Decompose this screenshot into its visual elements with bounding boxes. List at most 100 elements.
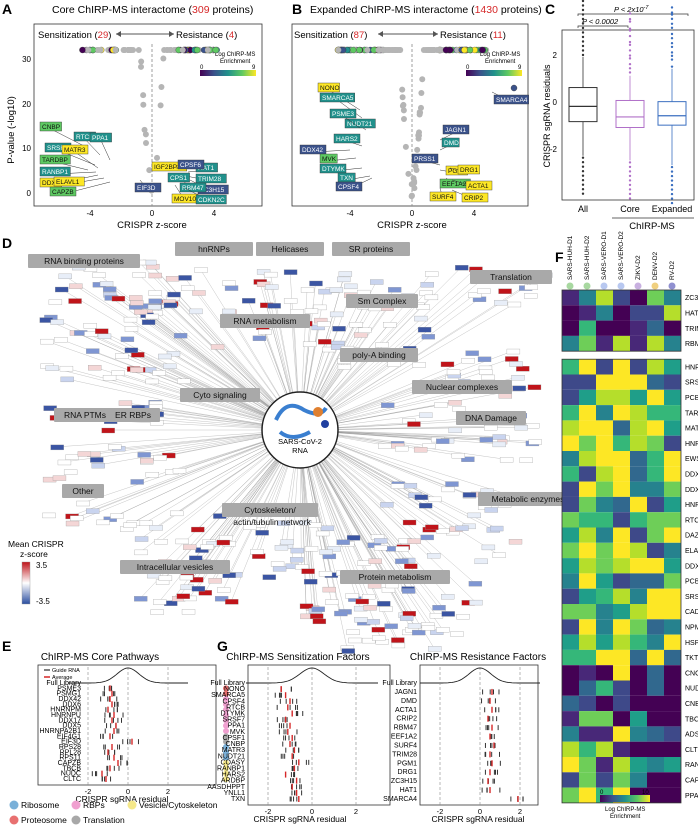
outlier [628,197,632,200]
row-label: TRIM28 [392,751,417,758]
protein-node [387,361,401,367]
protein-node [97,333,112,340]
heatmap-cell [596,711,613,727]
protein-node [140,458,154,464]
condition-dot [668,282,676,290]
gene-label-box [61,144,89,155]
heatmap-cell [613,320,630,336]
heatmap-cell [664,665,681,681]
panel-a-legend-sub: Enrichment [220,59,251,65]
gene-label: NONO [320,85,340,92]
outlier [628,43,632,47]
row-label: TXN [231,796,245,803]
heatmap-cell [647,757,664,773]
protein-node [166,351,181,357]
row-label: MATR3 [222,747,245,754]
library-density [246,667,378,684]
protein-node [469,599,483,606]
protein-node [494,299,508,306]
x-tick: 2 [518,807,522,816]
scatter-point [419,76,426,83]
outlier [628,71,632,74]
heatmap-cell [613,451,630,467]
panel-c: C P < 2x10-7 P < 0.0002 2 0 -2 CRISPR sg… [542,0,695,232]
outlier [628,34,632,38]
protein-node [264,271,278,278]
heatmap-cell [579,772,596,788]
protein-node [421,334,436,340]
protein-node [222,308,236,315]
heatmap-cell [579,512,596,528]
panel-e-title: ChIRP-MS Core Pathways [41,652,159,663]
heatmap-row-label: TRIM28 [685,326,698,333]
protein-node [170,510,184,517]
protein-node [111,370,125,376]
heatmap-cell [596,619,613,635]
panel-c-boxplots [568,0,687,205]
protein-node [434,402,448,408]
outlier [581,192,585,195]
heatmap-row-label: HNRNPU [685,502,698,509]
protein-node [455,525,469,531]
pathway-dot [223,765,229,772]
row-label: CNBP [226,741,246,748]
heatmap-cell [647,634,664,650]
category-label: Cyto signaling [193,390,247,400]
heatmap-row-label: HAT1 [685,310,698,317]
panel-g1-title: ChIRP-MS Sensitization Factors [226,652,369,663]
protein-node [178,275,192,281]
pathway-dot [223,685,229,692]
heatmap-cell [613,695,630,712]
panel-e-legend-avg: Average [52,675,72,681]
gene-label: PPA1 [92,135,109,142]
heatmap-row-label: ADSL [685,732,698,739]
outlier [581,4,585,7]
protein-node [374,545,388,551]
protein-node [301,568,315,574]
heatmap-cell [613,305,630,321]
heatmap-cell [562,634,579,650]
heatmap-row-label: HSPA4 [685,640,698,647]
protein-node [299,603,314,609]
heatmap-cell [579,787,596,803]
heatmap-cell [562,741,579,757]
heatmap-cell [562,512,579,528]
protein-node [123,316,138,323]
heatmap-cell [630,496,647,513]
f-legend-min: 0 [600,790,604,796]
edge [76,429,301,518]
heatmap-cell [664,335,681,352]
gene-label-box [39,154,71,165]
panel-f: F SARS-HUH-D1 SARS-HUH-D2 SARS-VERO-D1 SARS… [555,231,698,820]
pathway-dot [223,722,229,729]
outlier [670,13,674,16]
edge [71,429,301,524]
condition-label: SARS-VERO-D2 [618,231,625,280]
heatmap-row-label: HNRNPM [685,441,698,448]
protein-node [274,545,289,551]
row-label: DDX42 [58,696,81,703]
heatmap-cell [579,405,596,421]
pathway-dot [223,712,229,718]
edge [64,275,301,431]
protein-node [337,364,352,370]
category-box [28,254,140,268]
heatmap-cell [647,305,664,321]
scatter-point [85,47,92,53]
protein-node [309,280,323,287]
panel-a-ytick: 30 [22,55,31,64]
heatmap-cell [664,359,681,375]
row-label: EEF1A2 [391,734,417,741]
heatmap-cell [613,558,630,574]
protein-node [191,586,206,592]
panel-b-title: Expanded ChIRP-MS interactome (1430 prot… [310,4,542,16]
label-leader [84,138,101,156]
scatter-point [402,143,409,150]
gene-label-box [39,166,71,177]
protein-node [50,444,64,451]
protein-node [477,288,491,294]
d-legend-max: 3.5 [36,561,48,570]
protein-node [402,588,416,594]
protein-node [102,375,117,381]
